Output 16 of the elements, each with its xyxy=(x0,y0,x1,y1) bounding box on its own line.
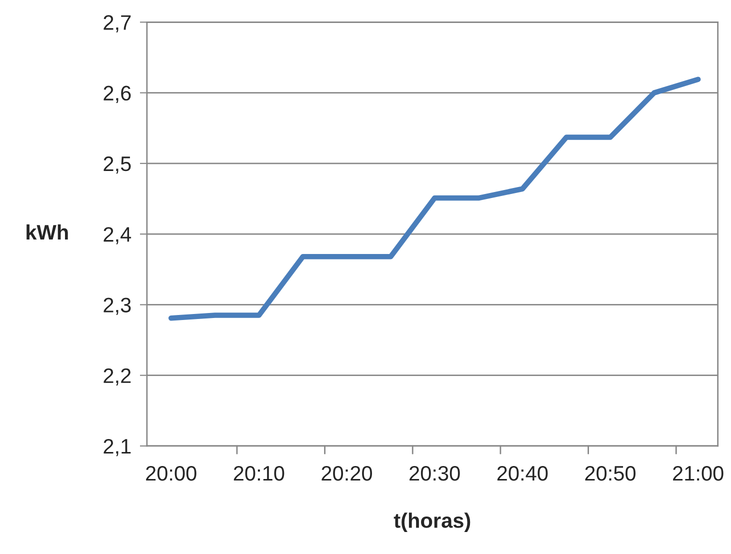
x-axis-title: t(horas) xyxy=(394,512,470,532)
x-tick-label: 21:00 xyxy=(673,466,724,481)
y-tick-label: 2,2 xyxy=(104,368,131,386)
y-tick-label: 2,6 xyxy=(104,86,131,104)
y-axis-title: kWh xyxy=(26,224,68,240)
x-tick-label: 20:40 xyxy=(497,466,548,481)
x-tick-label: 20:50 xyxy=(585,466,636,481)
x-tick-label: 20:10 xyxy=(234,466,284,481)
x-tick-label: 20:20 xyxy=(322,466,372,481)
x-tick-label: 20:30 xyxy=(410,466,460,481)
y-tick-label: 2,5 xyxy=(104,156,131,174)
y-tick-label: 2,7 xyxy=(104,15,131,32)
x-tick-label: 20:00 xyxy=(146,466,196,481)
y-tick-label: 2,1 xyxy=(104,438,131,456)
y-tick-label: 2,4 xyxy=(104,227,132,244)
y-tick-label: 2,3 xyxy=(104,298,131,315)
